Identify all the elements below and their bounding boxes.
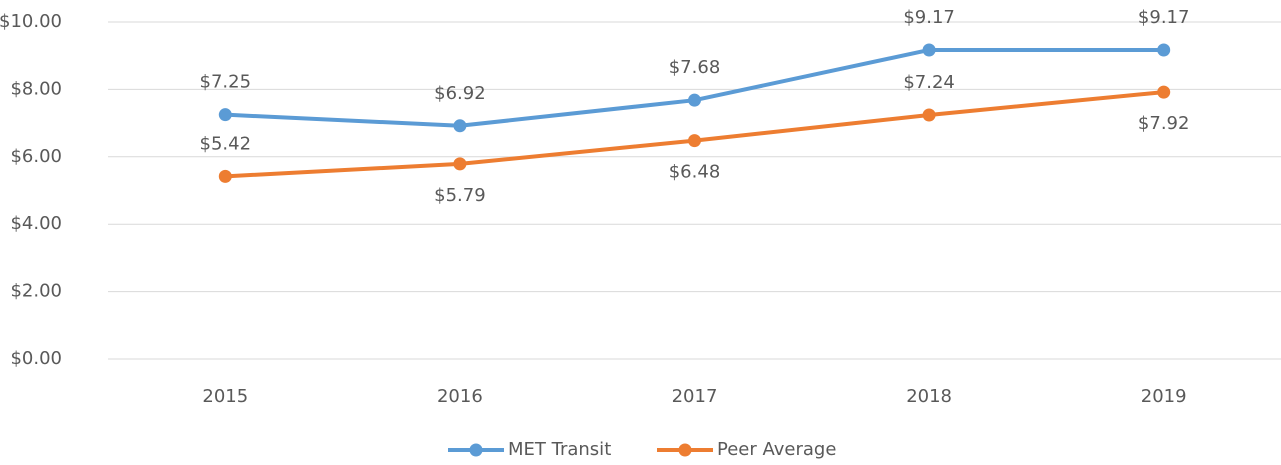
legend-marker: [678, 443, 692, 457]
data-point: [218, 108, 232, 122]
y-tick-label: $8.00: [10, 78, 62, 99]
data-point: [922, 108, 936, 122]
data-point: [922, 43, 936, 57]
data-label: $5.79: [434, 185, 486, 206]
y-tick-label: $2.00: [10, 281, 62, 302]
x-tick-label: 2015: [202, 386, 248, 407]
legend-label: MET Transit: [508, 439, 611, 460]
legend-label: Peer Average: [717, 439, 836, 460]
data-label: $9.17: [903, 7, 955, 28]
data-label: $7.68: [669, 57, 721, 78]
y-tick-label: $4.00: [10, 213, 62, 234]
x-tick-label: 2018: [906, 386, 952, 407]
x-tick-label: 2017: [672, 386, 718, 407]
data-label: $5.42: [200, 133, 252, 154]
data-point: [453, 119, 467, 133]
y-tick-label: $0.00: [10, 348, 62, 369]
data-label: $9.17: [1138, 7, 1190, 28]
data-point: [1157, 85, 1171, 99]
data-point: [688, 93, 701, 107]
data-point: [218, 169, 232, 183]
data-label: $7.24: [903, 72, 955, 93]
x-tick-label: 2019: [1141, 386, 1187, 407]
data-point: [688, 134, 701, 148]
legend-marker: [469, 443, 483, 457]
y-tick-label: $6.00: [10, 146, 62, 167]
data-label: $7.92: [1138, 113, 1190, 134]
data-label: $6.92: [434, 83, 486, 104]
x-tick-label: 2016: [437, 386, 483, 407]
data-point: [453, 157, 467, 171]
data-point: [1157, 43, 1171, 57]
y-tick-label: $10.00: [0, 11, 62, 32]
data-label: $6.48: [669, 162, 721, 183]
data-label: $7.25: [200, 72, 252, 93]
